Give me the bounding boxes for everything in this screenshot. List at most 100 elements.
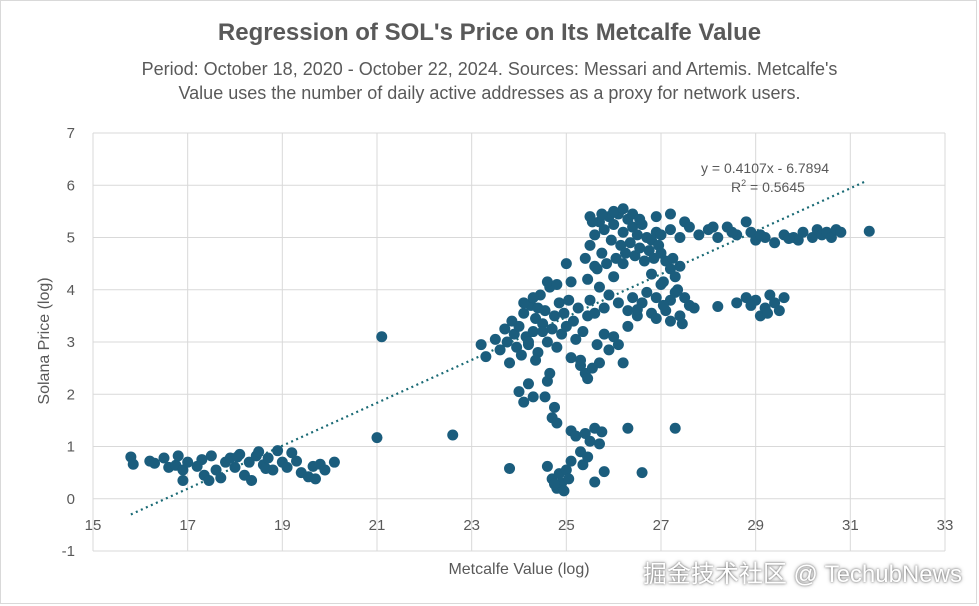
data-point [783,233,795,245]
data-point [731,297,743,309]
data-point [565,276,577,288]
grid-lines [92,132,946,552]
data-point [504,462,516,474]
data-point [203,474,215,486]
data-point [582,273,594,285]
data-point [560,258,572,270]
data-point [612,339,624,351]
data-point [674,232,686,243]
data-point [657,276,669,288]
data-point [624,237,636,249]
data-point [546,323,558,335]
x-tick-label: 33 [937,517,954,534]
data-point [634,242,646,254]
chart-title: Regression of SOL's Price on Its Metcalf… [217,19,762,46]
data-point [598,224,610,236]
data-point [582,373,594,385]
data-point [286,447,298,459]
data-point [563,294,575,306]
x-tick-label: 19 [274,517,291,534]
r2-label: R [731,179,741,195]
data-point [608,218,620,230]
data-point [518,396,530,408]
data-point [567,315,579,327]
y-tick-label: 4 [67,282,75,299]
data-point [610,252,622,264]
data-point [291,455,303,467]
data-point [778,292,790,304]
data-point [664,208,676,220]
data-point [563,473,575,485]
y-tick-label: 6 [67,177,75,194]
data-point [158,452,170,464]
data-point [669,422,681,434]
y-tick-label: 5 [67,230,75,247]
data-point [172,450,184,462]
data-point [475,339,487,351]
data-point [740,216,752,228]
y-tick-label: 0 [67,491,75,508]
data-point [617,226,629,238]
data-point [655,229,667,241]
data-point [601,258,613,270]
data-point [603,344,615,356]
data-point [177,474,189,486]
data-point [577,326,589,338]
data-point [530,354,542,366]
data-point [664,224,676,236]
data-point [596,426,608,438]
data-point [532,302,544,314]
data-point [693,229,705,241]
data-points [125,203,875,497]
data-point [598,328,610,340]
data-point [499,323,511,335]
x-tick-label: 17 [179,517,196,534]
data-point [608,205,620,217]
data-point [522,336,534,348]
data-point [589,260,601,272]
data-point [641,286,653,298]
data-point [617,357,629,369]
data-point [376,331,388,343]
data-point [863,225,875,237]
x-axis-label: Metcalfe Value (log) [448,561,589,578]
data-point [596,247,608,259]
data-point [657,299,669,311]
data-point [726,226,738,238]
data-point [537,326,549,338]
data-point [371,432,383,444]
x-tick-label: 27 [653,517,670,534]
data-point [672,284,684,296]
data-point [650,211,662,223]
data-point [549,310,560,322]
data-point [589,476,601,488]
data-point [634,213,646,225]
data-point [712,300,724,312]
data-point [593,357,605,369]
data-point [539,391,551,403]
data-point [638,255,650,267]
data-point [584,294,596,306]
data-point [631,229,643,241]
data-point [231,451,243,463]
data-point [605,234,617,246]
data-point [281,461,293,473]
data-point [565,352,577,364]
data-point [480,351,492,363]
data-point [515,349,527,361]
data-point [579,252,591,264]
data-point [603,289,615,301]
data-point [596,208,608,220]
chart-subtitle: Period: October 18, 2020 - October 22, 2… [1,57,978,105]
data-point [504,357,516,369]
data-point [636,467,648,479]
data-point [667,252,679,264]
data-point [527,292,539,304]
data-point [522,378,534,390]
data-point [558,307,570,319]
data-point [674,260,686,272]
data-point [745,299,757,311]
data-point [215,472,227,484]
y-tick-label: 2 [67,386,75,403]
